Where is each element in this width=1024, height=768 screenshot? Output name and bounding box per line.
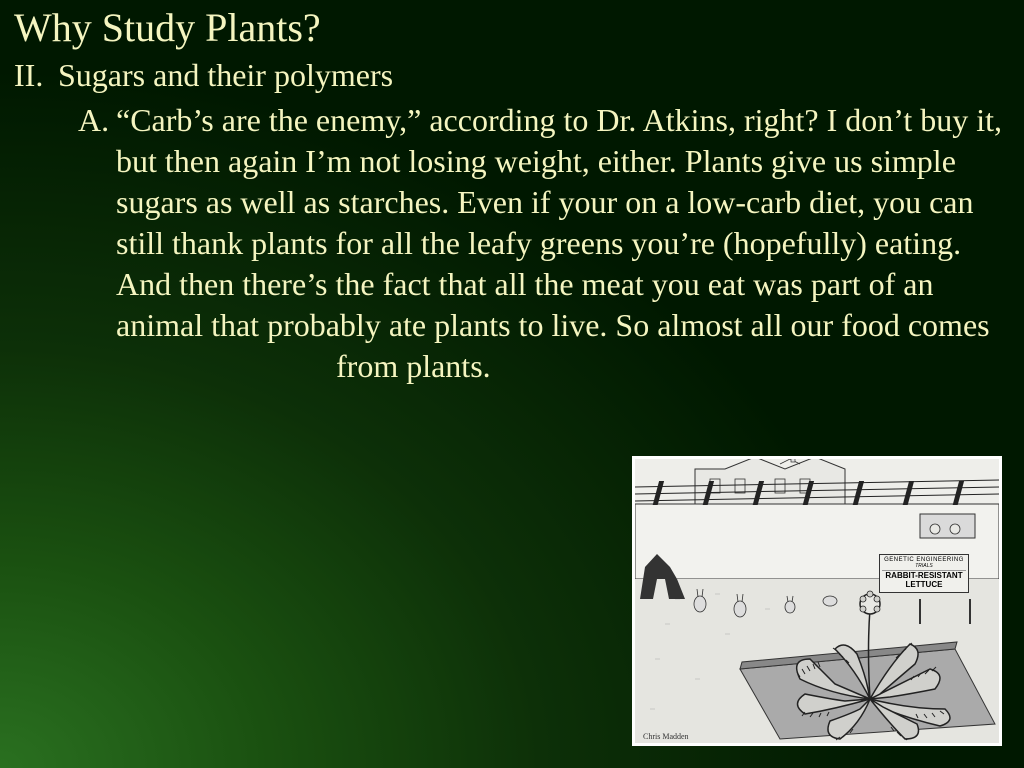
cartoon-image: Chris Madden GENETIC ENGINEERING TRIALS …: [632, 456, 1002, 746]
outline-level-2: A. “Carb’s are the enemy,” according to …: [0, 94, 1024, 346]
sign-line-2: TRIALS: [882, 563, 966, 569]
cartoon-sign: GENETIC ENGINEERING TRIALS RABBIT-RESIST…: [879, 554, 969, 593]
body-paragraph: “Carb’s are the enemy,” according to Dr.…: [116, 100, 1024, 346]
slide-title: Why Study Plants?: [0, 0, 1024, 51]
outline-heading: Sugars and their polymers: [58, 57, 393, 94]
cartoon-credit: Chris Madden: [643, 732, 689, 741]
body-trail: from plants.: [0, 346, 1024, 387]
outline-level-1: II. Sugars and their polymers: [0, 51, 1024, 94]
outline-letter: A.: [78, 100, 116, 346]
sign-line-3: RABBIT-RESISTANT LETTUCE: [882, 570, 966, 590]
roman-numeral: II.: [14, 57, 58, 94]
